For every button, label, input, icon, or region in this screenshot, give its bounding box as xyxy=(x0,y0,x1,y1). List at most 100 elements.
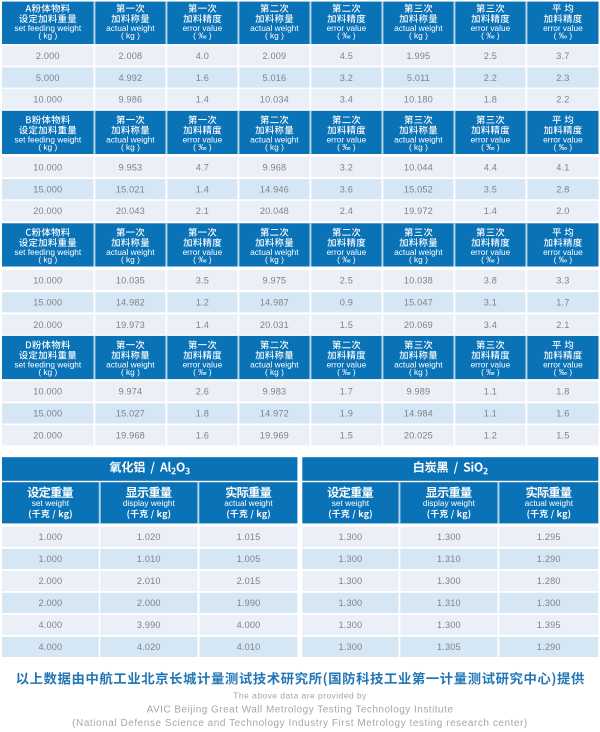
svg-text:5.000: 5.000 xyxy=(36,73,60,83)
svg-text:1.5: 1.5 xyxy=(340,431,353,441)
svg-text:1.010: 1.010 xyxy=(137,554,161,564)
svg-text:9.983: 9.983 xyxy=(263,387,287,397)
svg-text:3.5: 3.5 xyxy=(196,275,209,285)
svg-text:2.0: 2.0 xyxy=(556,206,569,216)
svg-text:15.027: 15.027 xyxy=(116,409,145,419)
svg-text:1.290: 1.290 xyxy=(537,554,561,564)
svg-text:9.953: 9.953 xyxy=(119,162,143,172)
svg-text:10.000: 10.000 xyxy=(33,162,62,172)
svg-text:(National Defense Science and: (National Defense Science and Technology… xyxy=(72,718,528,729)
svg-text:1.310: 1.310 xyxy=(437,554,461,564)
svg-text:1.305: 1.305 xyxy=(437,642,461,652)
svg-text:1.295: 1.295 xyxy=(537,532,561,542)
svg-text:1.4: 1.4 xyxy=(196,320,209,330)
svg-text:3.8: 3.8 xyxy=(484,275,497,285)
svg-text:5.016: 5.016 xyxy=(263,73,287,83)
svg-text:0.9: 0.9 xyxy=(340,298,353,308)
svg-text:10.000: 10.000 xyxy=(33,94,62,104)
svg-text:9.974: 9.974 xyxy=(119,387,143,397)
svg-text:10.180: 10.180 xyxy=(404,94,433,104)
svg-text:9.968: 9.968 xyxy=(263,162,287,172)
svg-text:3.2: 3.2 xyxy=(340,162,353,172)
svg-text:14.946: 14.946 xyxy=(260,185,289,195)
svg-text:20.025: 20.025 xyxy=(404,431,433,441)
svg-text:3.2: 3.2 xyxy=(340,73,353,83)
svg-text:19.972: 19.972 xyxy=(404,206,433,216)
svg-text:15.047: 15.047 xyxy=(404,298,433,308)
svg-text:3.4: 3.4 xyxy=(484,320,497,330)
svg-text:4.4: 4.4 xyxy=(484,162,497,172)
svg-text:9.975: 9.975 xyxy=(263,275,287,285)
svg-text:1.290: 1.290 xyxy=(537,642,561,652)
svg-text:2.6: 2.6 xyxy=(196,387,209,397)
svg-text:10.000: 10.000 xyxy=(33,387,62,397)
svg-text:2.008: 2.008 xyxy=(119,51,143,61)
svg-text:set weight: set weight xyxy=(32,498,70,508)
svg-text:10.044: 10.044 xyxy=(404,162,433,172)
svg-text:20.031: 20.031 xyxy=(260,320,289,330)
svg-text:19.969: 19.969 xyxy=(260,431,289,441)
svg-text:1.6: 1.6 xyxy=(556,409,569,419)
svg-text:10.038: 10.038 xyxy=(404,275,433,285)
svg-text:1.8: 1.8 xyxy=(556,387,569,397)
svg-text:4.010: 4.010 xyxy=(237,642,261,652)
svg-text:14.984: 14.984 xyxy=(404,409,433,419)
svg-text:4.1: 4.1 xyxy=(556,162,569,172)
svg-text:1.1: 1.1 xyxy=(484,409,497,419)
svg-text:1.300: 1.300 xyxy=(339,554,363,564)
svg-text:1.6: 1.6 xyxy=(196,431,209,441)
svg-text:1.300: 1.300 xyxy=(339,576,363,586)
svg-text:10.035: 10.035 xyxy=(116,275,145,285)
svg-text:3.6: 3.6 xyxy=(340,185,353,195)
svg-text:3.7: 3.7 xyxy=(556,51,569,61)
svg-text:20.069: 20.069 xyxy=(404,320,433,330)
svg-text:14.987: 14.987 xyxy=(260,298,289,308)
svg-text:1.7: 1.7 xyxy=(340,387,353,397)
svg-text:2.1: 2.1 xyxy=(196,206,209,216)
svg-text:1.300: 1.300 xyxy=(339,598,363,608)
svg-text:20.000: 20.000 xyxy=(33,206,62,216)
svg-text:14.972: 14.972 xyxy=(260,409,289,419)
svg-text:2.5: 2.5 xyxy=(340,275,353,285)
svg-text:1.5: 1.5 xyxy=(556,431,569,441)
svg-text:5.011: 5.011 xyxy=(407,73,430,83)
svg-text:4.020: 4.020 xyxy=(137,642,161,652)
svg-text:1.5: 1.5 xyxy=(340,320,353,330)
svg-text:1.005: 1.005 xyxy=(237,554,261,564)
svg-text:display weight: display weight xyxy=(423,498,476,508)
svg-text:2.010: 2.010 xyxy=(137,576,161,586)
svg-text:display weight: display weight xyxy=(123,498,176,508)
svg-text:1.310: 1.310 xyxy=(437,598,461,608)
svg-text:1.015: 1.015 xyxy=(237,532,261,542)
svg-text:2.009: 2.009 xyxy=(263,51,287,61)
svg-text:1.2: 1.2 xyxy=(196,298,209,308)
svg-text:2.000: 2.000 xyxy=(36,51,60,61)
svg-text:1.000: 1.000 xyxy=(39,554,63,564)
svg-text:20.000: 20.000 xyxy=(33,431,62,441)
svg-text:1.7: 1.7 xyxy=(556,298,569,308)
svg-text:20.043: 20.043 xyxy=(116,206,145,216)
svg-text:4.7: 4.7 xyxy=(196,162,209,172)
svg-text:1.300: 1.300 xyxy=(339,532,363,542)
svg-text:9.989: 9.989 xyxy=(407,387,431,397)
svg-text:1.020: 1.020 xyxy=(137,532,161,542)
svg-text:15.000: 15.000 xyxy=(33,409,62,419)
svg-text:1.300: 1.300 xyxy=(339,642,363,652)
svg-text:1.4: 1.4 xyxy=(196,94,209,104)
svg-text:1.300: 1.300 xyxy=(537,598,561,608)
svg-text:The above data are provided by: The above data are provided by xyxy=(233,691,367,701)
svg-text:2.000: 2.000 xyxy=(39,576,63,586)
svg-text:15.052: 15.052 xyxy=(404,185,433,195)
svg-text:1.395: 1.395 xyxy=(537,620,561,630)
svg-text:15.000: 15.000 xyxy=(33,298,62,308)
svg-text:1.300: 1.300 xyxy=(437,620,461,630)
svg-text:4.000: 4.000 xyxy=(39,642,63,652)
svg-text:AVIC Beijing Great Wall Metrol: AVIC Beijing Great Wall Metrology Testin… xyxy=(147,705,454,716)
svg-text:1.2: 1.2 xyxy=(484,431,497,441)
svg-text:3.5: 3.5 xyxy=(484,185,497,195)
svg-text:4.000: 4.000 xyxy=(39,620,63,630)
svg-text:14.982: 14.982 xyxy=(116,298,145,308)
svg-text:4.0: 4.0 xyxy=(196,51,209,61)
svg-text:2.8: 2.8 xyxy=(556,185,569,195)
svg-text:2.4: 2.4 xyxy=(340,206,353,216)
